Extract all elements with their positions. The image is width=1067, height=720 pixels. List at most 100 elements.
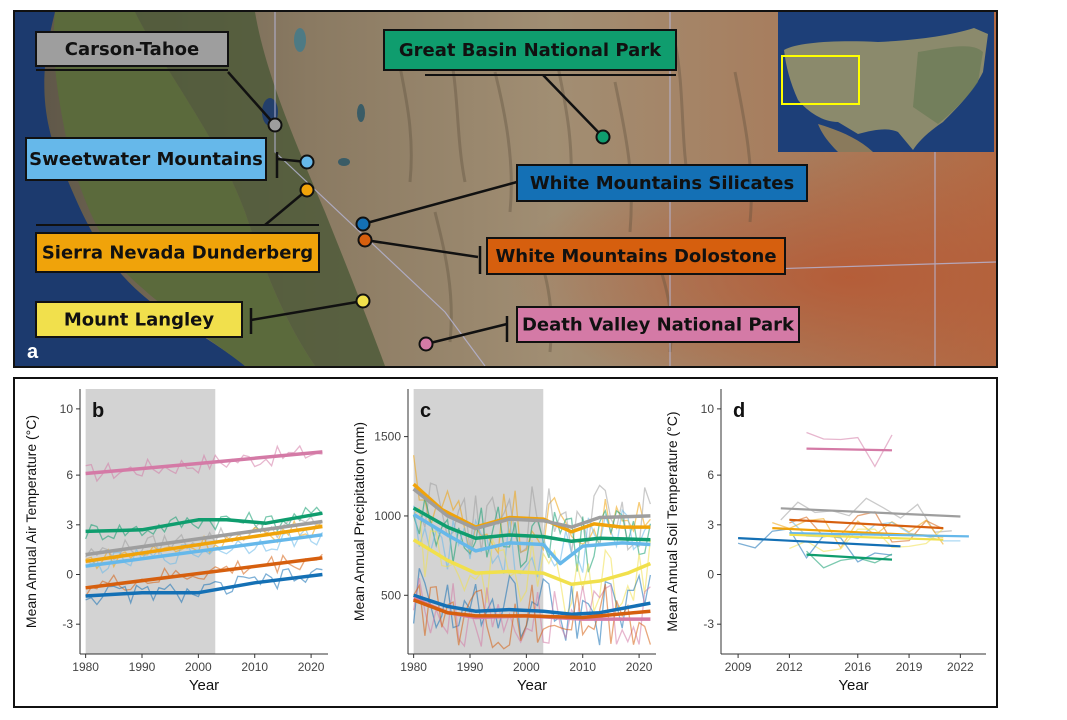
site-label-box — [35, 232, 320, 273]
inset-mexico — [818, 124, 873, 152]
panel-letter-d: d — [733, 400, 745, 422]
x-tick-label: 2009 — [725, 660, 752, 674]
y-tick-label: 3 — [707, 518, 714, 532]
site-label-text: Sweetwater Mountains — [29, 149, 263, 170]
trend-line-deathvalley — [85, 450, 323, 476]
x-axis-label: Year — [838, 677, 868, 694]
y-tick-label: 10 — [701, 402, 715, 416]
x-axis-label: Year — [517, 677, 547, 694]
site-label-box — [35, 301, 243, 338]
y-tick-label: -3 — [62, 617, 73, 631]
y-tick-label: 10 — [60, 402, 74, 416]
trend-line-sweetwater — [85, 533, 323, 568]
annual-trace-wmdolostone — [789, 511, 944, 543]
annual-trace-wmsilicates — [412, 568, 652, 646]
y-tick-label: 6 — [66, 468, 73, 482]
annual-trace-wmdolostone — [85, 553, 323, 597]
site-label-box — [516, 164, 808, 202]
trend-line-carson — [780, 507, 961, 518]
site-deathvalley: Death Valley National Park — [418, 306, 800, 352]
y-tick-label: 500 — [381, 588, 401, 602]
x-tick-label: 2019 — [896, 660, 923, 674]
site-label-text: Death Valley National Park — [522, 315, 795, 336]
inset-usa-map — [778, 12, 994, 152]
chart-c: 500 1000 1500 1980 1990 2000 2010 2020 Year Mean … — [351, 389, 656, 694]
annual-trace-carson — [413, 482, 652, 554]
panel-letter-c: c — [420, 400, 431, 422]
site-sierra: Sierra Nevada Dunderberg — [35, 182, 320, 273]
site-marker — [357, 232, 373, 248]
site-marker — [355, 293, 371, 309]
x-tick-label: 2016 — [844, 660, 871, 674]
site-marker — [355, 216, 371, 232]
trend-line-sweetwater — [789, 532, 969, 538]
leader-line — [542, 74, 604, 138]
site-wmdolostone: White Mountains Dolostone — [357, 232, 786, 275]
site-wmsilicates: White Mountains Silicates — [355, 164, 808, 232]
x-axis-label: Year — [189, 677, 219, 694]
chart-d: -3 0 3 6 10 2009 2012 2016 2019 2022 Year Mean Annu… — [664, 389, 986, 694]
y-axis-label: Mean Annual Precipitation (mm) — [351, 422, 367, 621]
trend-line-langley — [412, 538, 652, 586]
trend-line-carson — [85, 519, 323, 557]
leader-line — [264, 189, 308, 226]
x-tick-label: 2020 — [626, 660, 653, 674]
y-tick-label: 0 — [66, 568, 73, 582]
trend-line-deathvalley — [806, 447, 893, 452]
trend-line-sweetwater — [412, 512, 651, 566]
site-label-text: Sierra Nevada Dunderberg — [42, 243, 313, 264]
sierra-forest — [135, 12, 385, 366]
site-label-box — [25, 137, 267, 181]
site-labels-layer: Carson-Tahoe Great Basin National Park Swe… — [25, 29, 808, 352]
annual-trace-sierra — [772, 518, 944, 550]
trend-line-wmsilicates — [85, 572, 323, 598]
annual-trace-wmsilicates — [85, 568, 323, 606]
trend-line-wmsilicates — [413, 593, 651, 617]
walker-lake — [357, 104, 365, 122]
pacific-ocean — [15, 12, 245, 366]
site-label-box — [516, 306, 800, 343]
trend-line-greatbasin — [412, 506, 651, 544]
inset-study-area-box — [781, 55, 860, 105]
y-tick-label: -3 — [703, 617, 714, 631]
inset-east-green — [913, 46, 983, 124]
trend-line-sierra — [85, 524, 323, 564]
leader-line — [362, 180, 518, 226]
site-map: a Carson-Tahoe Great Basin National Park S… — [13, 10, 998, 368]
x-tick-label: 1980 — [400, 660, 427, 674]
x-tick-label: 2000 — [513, 660, 540, 674]
central-valley — [53, 12, 315, 366]
mono-lake — [338, 158, 350, 166]
trend-line-greatbasin — [806, 553, 893, 561]
annual-trace-greatbasin — [806, 550, 893, 569]
site-greatbasin: Great Basin National Park — [383, 29, 677, 145]
site-marker — [418, 336, 434, 352]
site-marker — [595, 129, 611, 145]
leader-line — [425, 322, 508, 346]
chart-b: -3 0 3 6 10 1980 1990 2000 2010 2020 Year Mean Annu… — [23, 389, 328, 694]
y-axis-label: Mean Annual Air Temperature (°C) — [23, 415, 39, 628]
x-tick-label: 2010 — [569, 660, 596, 674]
x-tick-label: 2010 — [241, 660, 268, 674]
trend-line-greatbasin — [85, 511, 323, 534]
site-label-box — [35, 31, 229, 67]
site-label-box — [383, 29, 677, 71]
y-tick-label: 1500 — [374, 430, 401, 444]
x-tick-label: 1980 — [72, 660, 99, 674]
x-tick-label: 1990 — [129, 660, 156, 674]
site-label-text: Mount Langley — [64, 310, 214, 331]
trend-line-wmdolostone — [85, 556, 323, 590]
x-tick-label: 1990 — [457, 660, 484, 674]
annual-trace-deathvalley — [412, 577, 651, 648]
site-label-text: White Mountains Dolostone — [495, 246, 776, 267]
pyramid-lake — [294, 28, 306, 52]
trend-line-langley — [789, 533, 944, 541]
site-label-text: Carson-Tahoe — [65, 39, 199, 60]
y-tick-label: 1000 — [374, 509, 401, 523]
panel-letter-a: a — [27, 341, 39, 363]
site-carson: Carson-Tahoe — [35, 31, 283, 133]
climate-plots-panel: -3 0 3 6 10 1980 1990 2000 2010 2020 Year Mean Annu… — [13, 377, 998, 708]
leader-line — [364, 238, 479, 259]
leader-line — [227, 71, 276, 126]
trend-line-wmdolostone — [789, 518, 944, 530]
